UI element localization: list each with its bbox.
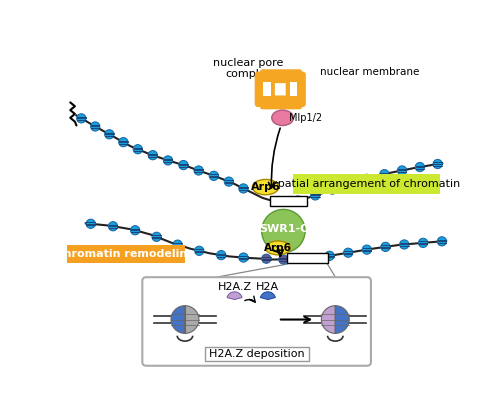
Circle shape	[306, 254, 316, 263]
Circle shape	[344, 248, 353, 257]
FancyBboxPatch shape	[263, 83, 271, 96]
Text: spatial arrangement of chromatin: spatial arrangement of chromatin	[272, 179, 460, 189]
FancyBboxPatch shape	[287, 253, 328, 263]
Text: H2A: H2A	[256, 282, 280, 292]
Wedge shape	[336, 306, 349, 334]
Text: H2A.Z: H2A.Z	[218, 282, 252, 292]
FancyBboxPatch shape	[260, 69, 302, 83]
Circle shape	[130, 226, 140, 235]
FancyBboxPatch shape	[254, 72, 275, 107]
Text: nuclear membrane: nuclear membrane	[320, 67, 419, 77]
Text: Arp6: Arp6	[264, 243, 292, 253]
Circle shape	[104, 130, 114, 139]
Circle shape	[216, 251, 226, 260]
Ellipse shape	[266, 241, 290, 255]
Circle shape	[345, 179, 354, 188]
Ellipse shape	[252, 179, 278, 195]
Circle shape	[310, 191, 320, 200]
Circle shape	[194, 246, 204, 256]
Circle shape	[86, 219, 96, 229]
Wedge shape	[171, 306, 185, 334]
Text: H2A.Z deposition: H2A.Z deposition	[209, 349, 305, 359]
Circle shape	[381, 242, 390, 251]
Circle shape	[148, 151, 158, 160]
Circle shape	[294, 196, 302, 205]
Circle shape	[173, 240, 182, 249]
Text: nuclear pore
complex: nuclear pore complex	[214, 58, 284, 79]
Circle shape	[325, 251, 334, 261]
Circle shape	[262, 209, 305, 253]
Wedge shape	[322, 306, 336, 334]
Circle shape	[179, 161, 188, 170]
Wedge shape	[260, 292, 276, 299]
Circle shape	[362, 245, 372, 254]
Wedge shape	[227, 292, 242, 299]
FancyBboxPatch shape	[205, 347, 309, 361]
Circle shape	[278, 255, 288, 264]
Circle shape	[380, 170, 389, 179]
Circle shape	[328, 185, 337, 194]
Circle shape	[296, 254, 305, 263]
Circle shape	[438, 237, 446, 246]
Ellipse shape	[272, 110, 293, 126]
FancyBboxPatch shape	[260, 95, 302, 109]
Circle shape	[108, 222, 118, 231]
Circle shape	[76, 114, 86, 123]
Circle shape	[90, 122, 100, 131]
FancyBboxPatch shape	[286, 72, 306, 107]
Text: Arp6: Arp6	[250, 182, 280, 192]
Circle shape	[118, 138, 128, 147]
FancyBboxPatch shape	[270, 196, 308, 206]
Text: SWR1-C: SWR1-C	[259, 224, 308, 234]
Text: Mlp1/2: Mlp1/2	[289, 113, 322, 123]
Circle shape	[239, 184, 248, 193]
Circle shape	[415, 163, 424, 172]
Circle shape	[433, 159, 442, 168]
Circle shape	[224, 177, 234, 186]
Circle shape	[418, 238, 428, 247]
Circle shape	[398, 166, 406, 175]
FancyBboxPatch shape	[294, 174, 440, 194]
Text: chromatin remodeling: chromatin remodeling	[57, 249, 195, 259]
Wedge shape	[185, 306, 199, 334]
FancyBboxPatch shape	[142, 277, 371, 366]
Circle shape	[400, 240, 409, 249]
Circle shape	[194, 166, 203, 175]
Circle shape	[133, 145, 142, 154]
Circle shape	[362, 174, 372, 183]
FancyBboxPatch shape	[67, 245, 185, 263]
Circle shape	[209, 171, 218, 181]
Circle shape	[164, 156, 172, 165]
Circle shape	[239, 253, 248, 262]
Circle shape	[262, 254, 271, 263]
FancyBboxPatch shape	[290, 83, 298, 96]
Circle shape	[152, 232, 161, 241]
